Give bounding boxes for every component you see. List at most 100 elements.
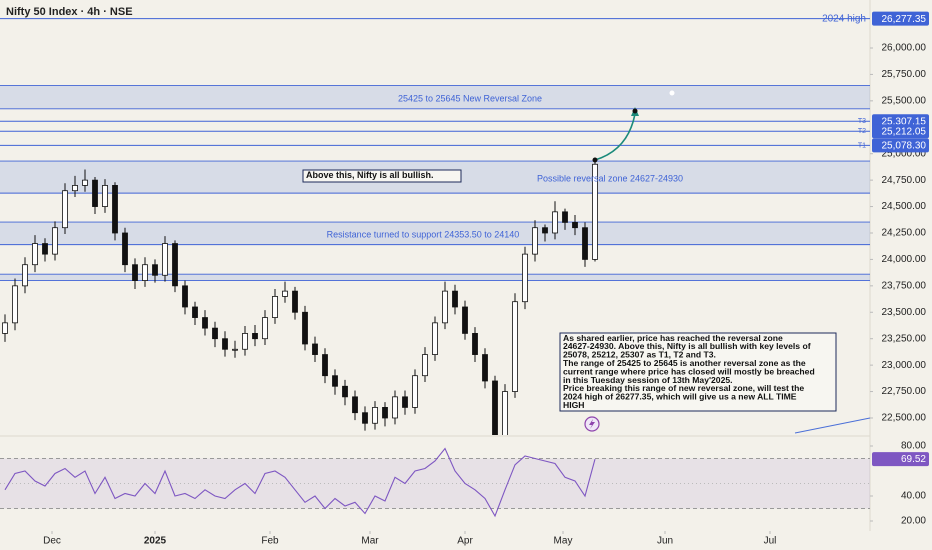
candle-body	[112, 185, 118, 234]
y-tick-label: 25,500.00	[882, 95, 927, 106]
arrow-dot	[632, 108, 638, 114]
candle-body	[242, 333, 248, 350]
candle-body	[562, 211, 568, 223]
y-tick-label: 24,500.00	[882, 201, 927, 212]
candle-body	[502, 391, 508, 435]
y-tick-label: 24,750.00	[882, 175, 927, 186]
candle-body	[142, 264, 148, 281]
candle-body	[512, 301, 518, 392]
annotation-line: The range of 25425 to 25645 is another r…	[563, 358, 806, 368]
annotation-line: current range where price has closed wil…	[563, 366, 815, 376]
rsi-tag-label: 69.52	[901, 454, 926, 465]
level-name: T1	[858, 142, 866, 149]
candle-body	[482, 354, 488, 382]
x-tick-label: Apr	[457, 536, 473, 547]
annotation-box	[302, 169, 462, 183]
candle-body	[532, 227, 538, 255]
candle-body	[402, 396, 408, 408]
y-tick-label: 23,750.00	[882, 280, 927, 291]
candle-body	[12, 285, 18, 324]
candle-body	[162, 243, 168, 276]
candle-body	[72, 185, 78, 192]
candle-body	[382, 407, 388, 419]
candle-body	[412, 375, 418, 408]
arrow	[594, 113, 636, 161]
zone	[0, 85, 870, 109]
candle-body	[462, 306, 468, 334]
candle-body	[192, 306, 198, 318]
candle-body	[232, 348, 238, 351]
chart-title: Nifty 50 Index · 4h · NSE	[6, 6, 133, 18]
candle-body	[452, 290, 458, 308]
annotation-line: As shared earlier, price has reached the…	[563, 333, 783, 343]
arrow-dot	[592, 157, 598, 163]
annotation-box	[559, 332, 837, 412]
candle-body	[552, 211, 558, 234]
candle-body	[2, 322, 8, 334]
candle-body	[342, 385, 348, 398]
candle-body	[52, 227, 58, 255]
annotation-line: 24627-24930. Above this, Nifty is all bu…	[563, 341, 811, 351]
y-tick-label: 24,000.00	[882, 254, 927, 265]
level-name: T3	[858, 118, 866, 125]
y-tick-label: 23,250.00	[882, 333, 927, 344]
candle-body	[152, 264, 158, 276]
zone-label: 25425 to 25645 New Reversal Zone	[398, 93, 542, 103]
candle-body	[312, 343, 318, 355]
rsi-line	[4, 447, 596, 518]
candle-body	[172, 243, 178, 287]
price-tag-label: 25,307.15	[882, 116, 927, 127]
rsi-tag	[872, 452, 929, 467]
candle-body	[422, 354, 428, 377]
zone	[0, 274, 870, 281]
candle-body	[32, 243, 38, 266]
candle-body	[62, 190, 68, 229]
rsi-tick-label: 20.00	[901, 516, 926, 527]
y-tick-label: 23,000.00	[882, 360, 927, 371]
zone-label: Resistance turned to support 24353.50 to…	[327, 229, 520, 239]
candle-body	[432, 322, 438, 355]
x-tick-label: 2025	[144, 536, 167, 547]
candle-body	[22, 264, 28, 287]
candle-body	[82, 179, 88, 186]
rsi-tick-label: 80.00	[901, 441, 926, 452]
candle-body	[392, 396, 398, 419]
candle-body	[522, 253, 528, 303]
y-tick-label: 22,750.00	[882, 386, 927, 397]
zone-label: Possible reversal zone 24627-24930	[537, 173, 683, 183]
x-tick-label: Dec	[43, 536, 61, 547]
candle-body	[332, 375, 338, 387]
annotation-line: HIGH	[563, 400, 584, 410]
annotation-line: Price breaking this range of new reversa…	[563, 383, 804, 393]
candle-body	[282, 290, 288, 297]
annotation-line: 2024 high of 26277.35, which will give u…	[563, 392, 797, 402]
candle-body	[202, 317, 208, 329]
event-icon-bolt	[589, 419, 595, 429]
price-tag	[872, 138, 929, 153]
x-tick-label: May	[554, 536, 573, 547]
candle-body	[122, 232, 128, 266]
candle-body	[262, 317, 268, 340]
candle-body	[582, 227, 588, 260]
x-tick-label: Mar	[361, 536, 379, 547]
candle-body	[92, 179, 98, 207]
y-tick-label: 22,500.00	[882, 413, 927, 424]
y-tick-label: 26,000.00	[882, 43, 927, 54]
marker	[669, 90, 675, 96]
candle-body	[212, 327, 218, 340]
level-name: T2	[858, 128, 866, 135]
annotation-line: in this Tuesday session of 13th May'2025…	[563, 375, 733, 385]
price-tag-label: 25,078.30	[882, 141, 927, 152]
candle-body	[252, 333, 258, 340]
price-tag	[872, 124, 929, 139]
annotation-line: 25078, 25212, 25307 as T1, T2 and T3.	[563, 350, 716, 360]
rsi-band	[0, 458, 870, 509]
candle-body	[542, 227, 548, 234]
price-tag-label: 26,277.35	[882, 14, 927, 25]
overlay: 22,500.00 22,750.00 23,000.00 23,250.00 23,5…	[43, 11, 929, 547]
y-tick-label: 25,750.00	[882, 69, 927, 80]
y-tick-label: 23,500.00	[882, 307, 927, 318]
candle-body	[572, 222, 578, 229]
